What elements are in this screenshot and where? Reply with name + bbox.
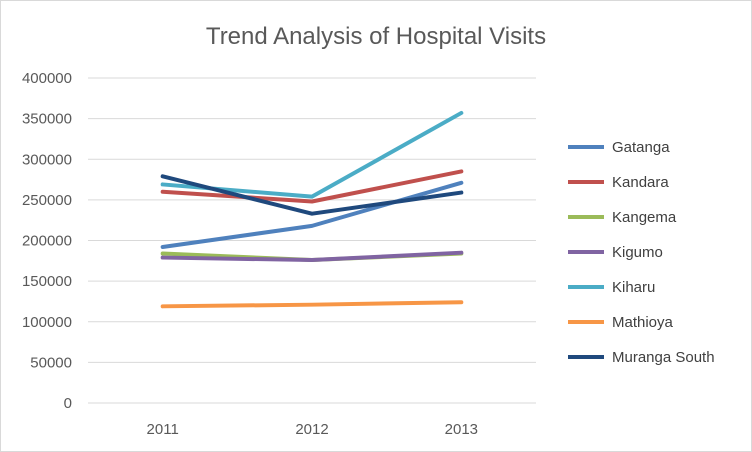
legend-label-kandara: Kandara [612,174,669,191]
y-tick-label: 50000 [30,354,72,371]
y-tick-label: 400000 [22,70,72,87]
y-tick-label: 200000 [22,233,72,250]
legend-label-mathioya: Mathioya [612,314,674,331]
legend-label-kangema: Kangema [612,209,677,226]
y-tick-label: 250000 [22,192,72,209]
y-tick-label: 300000 [22,151,72,168]
x-tick-label: 2012 [295,421,328,438]
legend-label-gatanga: Gatanga [612,139,670,156]
legend-label-kigumo: Kigumo [612,244,663,261]
x-tick-label: 2013 [445,421,478,438]
y-tick-label: 150000 [22,273,72,290]
x-tick-label: 2011 [147,421,179,438]
legend-label-muranga-south: Muranga South [612,349,715,366]
chart-title: Trend Analysis of Hospital Visits [206,23,546,50]
y-tick-label: 350000 [22,111,72,128]
y-tick-label: 100000 [22,314,72,331]
y-tick-label: 0 [64,395,72,412]
y-axis-tick-labels: 0 50000 100000 150000 200000 250000 300000 3500… [22,70,72,412]
legend-label-kiharu: Kiharu [612,279,655,296]
